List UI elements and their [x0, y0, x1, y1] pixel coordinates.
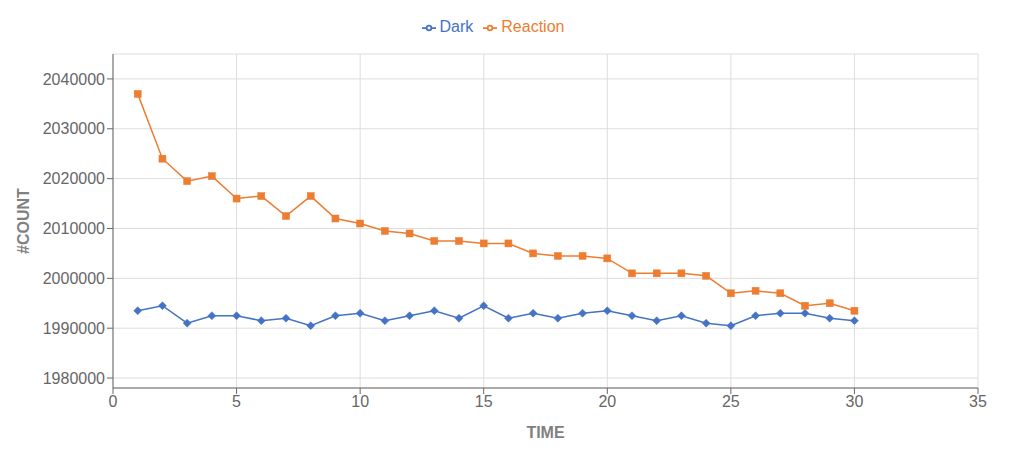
svg-text:2010000: 2010000: [43, 220, 105, 237]
svg-text:30: 30: [846, 393, 864, 410]
svg-text:2030000: 2030000: [43, 120, 105, 137]
svg-text:1980000: 1980000: [43, 370, 105, 387]
svg-text:25: 25: [722, 393, 740, 410]
svg-text:TIME: TIME: [526, 424, 565, 441]
svg-text:2040000: 2040000: [43, 71, 105, 88]
svg-text:5: 5: [232, 393, 241, 410]
html-text:Dark: Dark: [439, 18, 474, 35]
svg-text:0: 0: [109, 393, 118, 410]
svg-text:20: 20: [598, 393, 616, 410]
svg-text:15: 15: [475, 393, 493, 410]
svg-text:2000000: 2000000: [43, 270, 105, 287]
svg-text:1990000: 1990000: [43, 320, 105, 337]
html-text:Reaction: Reaction: [501, 18, 565, 35]
svg-text:10: 10: [351, 393, 369, 410]
svg-text:35: 35: [969, 393, 987, 410]
svg-text:2020000: 2020000: [43, 170, 105, 187]
svg-text:#COUNT: #COUNT: [15, 188, 32, 254]
